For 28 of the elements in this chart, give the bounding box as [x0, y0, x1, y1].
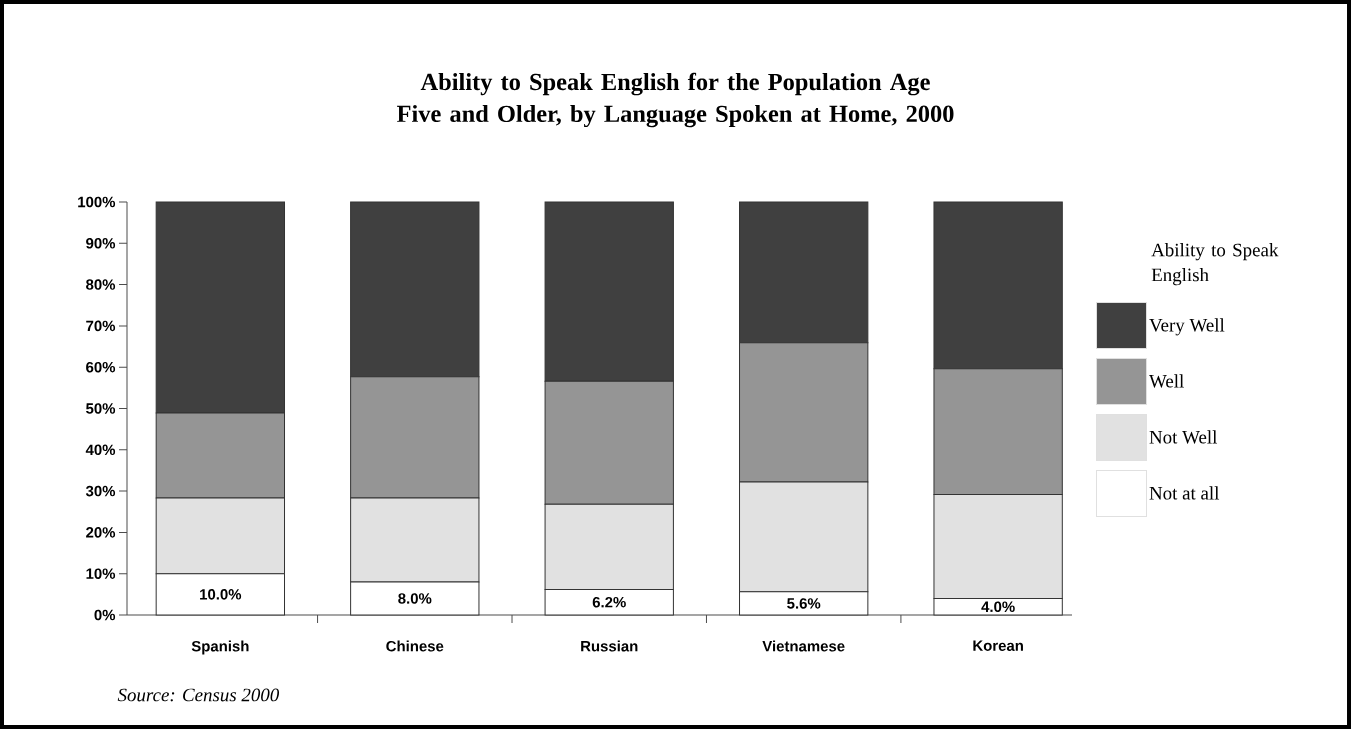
text: Not Well: [1149, 430, 1218, 444]
chart-title: Ability to Speak English for the Population Age Five and Older, by Language Spoken at Home, 2000: [397, 72, 954, 128]
y-tick-label: 0%: [94, 609, 116, 621]
y-tick-label: 30%: [85, 485, 116, 497]
legend-title: Ability to Speak English: [1151, 243, 1279, 286]
y-tick-label: 10%: [86, 568, 116, 579]
y-tick-label: 90%: [86, 237, 116, 249]
data-label: 8.0%: [398, 593, 432, 604]
y-tick-label: 40%: [85, 444, 116, 456]
data-label: 5.6%: [787, 598, 821, 609]
y-tick-label: 70%: [86, 320, 116, 332]
x-tick-label: Chinese: [386, 640, 444, 652]
text: Very Well: [1149, 318, 1225, 336]
data-label: 6.2%: [592, 596, 626, 608]
y-tick-label: 20%: [86, 527, 116, 538]
text: Not at all: [1149, 486, 1220, 500]
y-tick-label: 60%: [86, 361, 116, 373]
y-tick-label: 80%: [86, 279, 116, 290]
y-tick-label: 100%: [78, 196, 116, 208]
x-tick-label: Vietnamese: [762, 640, 845, 652]
x-tick-label: Korean: [973, 640, 1023, 651]
data-label: 4.0%: [981, 601, 1015, 613]
data-label: 10.0%: [200, 589, 242, 600]
x-tick-label: Russian: [581, 640, 638, 652]
source-note: Source: Census 2000: [117, 688, 280, 702]
y-tick-label: 50%: [86, 403, 116, 414]
x-tick-label: Spanish: [191, 640, 249, 655]
text: Well: [1149, 374, 1184, 388]
